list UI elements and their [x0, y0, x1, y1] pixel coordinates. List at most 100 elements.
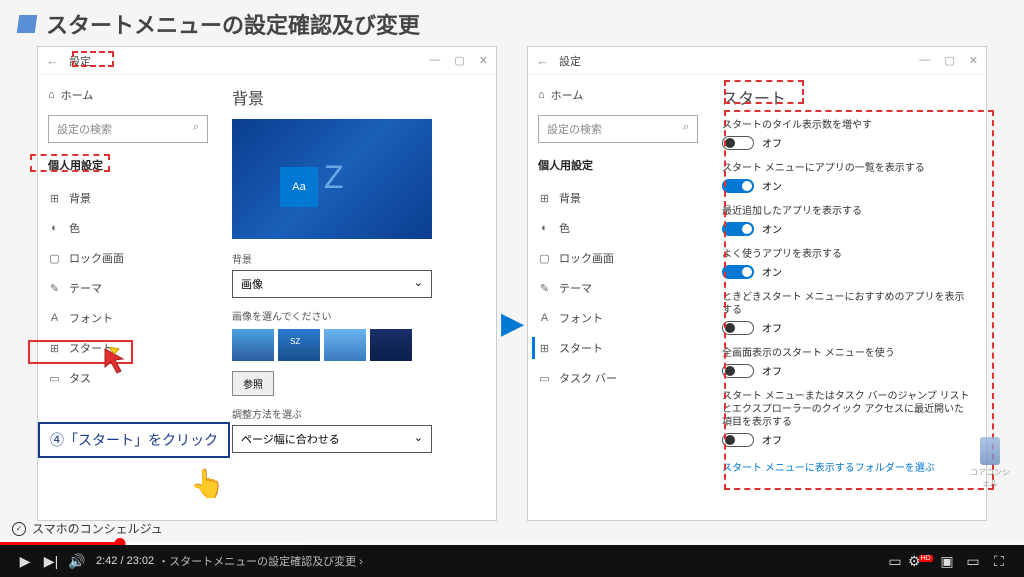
toggle-state: オフ — [762, 363, 782, 378]
window-title: 設定 — [69, 53, 429, 69]
adjust-dropdown[interactable]: ページ幅に合わせる ⌄ — [232, 425, 432, 453]
volume-button[interactable]: 🔊 — [64, 553, 90, 570]
thumb-2[interactable] — [278, 329, 320, 361]
home-button[interactable]: ⌂ ホーム — [48, 83, 208, 107]
sidebar-item-3[interactable]: ✎ テーマ — [48, 273, 208, 303]
sidebar-item-icon: ▢ — [48, 252, 61, 265]
sidebar-item-icon: ▭ — [538, 372, 551, 385]
next-button[interactable]: ▶| — [38, 553, 64, 570]
sidebar-item-4[interactable]: Aフォント — [48, 303, 208, 333]
bullet-icon — [17, 15, 38, 33]
sidebar-item-icon: ◐ — [48, 222, 61, 235]
sidebar-right: ⌂ ホーム 設定の検索 ⌕ 個人用設定 ⊞ 背景 ◐色▢ロック画面✎テーマAフォント… — [528, 75, 708, 520]
fullscreen-button[interactable]: ⛶ — [986, 553, 1012, 570]
sidebar-item-2[interactable]: ▢ ロック画面 — [48, 243, 208, 273]
toggle-label: ときどきスタート メニューにおすすめのアプリを表示する — [722, 291, 972, 317]
browse-button[interactable]: 参照 — [232, 371, 274, 396]
settings-button[interactable]: ⚙HD — [908, 553, 934, 570]
toggle-switch[interactable] — [722, 179, 754, 193]
thumb-1[interactable] — [232, 329, 274, 361]
search-placeholder: 設定の検索 — [547, 121, 602, 137]
sidebar-item-label: タス — [69, 370, 91, 386]
bg-dropdown[interactable]: 画像 ⌄ — [232, 270, 432, 298]
titlebar: ← 設定 —▢✕ — [528, 47, 986, 75]
image-thumbs[interactable] — [232, 329, 482, 361]
toggle-switch[interactable] — [722, 433, 754, 447]
sidebar-item-icon: ✎ — [48, 282, 61, 295]
sidebar-item-label: 色 — [559, 220, 570, 236]
toggle-switch[interactable] — [722, 265, 754, 279]
back-icon[interactable]: ← — [536, 53, 549, 68]
toggle-switch[interactable] — [722, 222, 754, 236]
dropdown-value: 画像 — [241, 276, 263, 292]
toggle-label: よく使うアプリを表示する — [722, 248, 972, 261]
background-preview: Aa Z — [232, 119, 432, 239]
toggle-label: 全画面表示のスタート メニューを使う — [722, 347, 972, 360]
preview-card: Aa — [280, 167, 318, 207]
sidebar-item-5[interactable]: ⊞スタート — [538, 333, 698, 363]
sidebar-item-6[interactable]: ▭ タスク バー — [538, 363, 698, 393]
adjust-label: 調整方法を選ぶ — [232, 406, 482, 421]
sidebar-item-0[interactable]: ⊞ 背景 — [538, 183, 698, 213]
home-icon: ⌂ — [538, 89, 545, 101]
toggle-switch[interactable] — [722, 364, 754, 378]
home-button[interactable]: ⌂ ホーム — [538, 83, 698, 107]
channel-logo-icon: ✓ — [12, 522, 26, 536]
sidebar-item-1[interactable]: ◐色 — [48, 213, 208, 243]
window-controls[interactable]: —▢✕ — [919, 54, 978, 67]
miniplayer-button[interactable]: ▣ — [934, 553, 960, 570]
window-controls[interactable]: —▢✕ — [429, 54, 488, 67]
sidebar-item-4[interactable]: Aフォント — [538, 303, 698, 333]
category-label: 個人用設定 — [48, 153, 208, 177]
chapter-title[interactable]: ・スタートメニューの設定確認及び変更 › — [158, 553, 363, 569]
play-button[interactable]: ▶ — [12, 553, 38, 570]
subtitles-button[interactable]: ▭ — [882, 553, 908, 570]
content-pane-background: 背景 Aa Z 背景 画像 ⌄ 画像を選んでください — [218, 75, 496, 520]
toggle-label: スタートのタイル表示数を増やす — [722, 119, 972, 132]
search-icon: ⌕ — [193, 121, 199, 137]
slide-header: スタートメニューの設定確認及び変更 — [18, 8, 1006, 40]
channel-overlay[interactable]: ✓ スマホのコンシェルジュ — [12, 520, 163, 537]
toggle-state: オフ — [762, 320, 782, 335]
search-input[interactable]: 設定の検索 ⌕ — [48, 115, 208, 143]
sidebar-item-icon: ⊞ — [48, 192, 61, 205]
toggle-state: オフ — [762, 432, 782, 447]
sidebar-item-label: タスク バー — [559, 370, 617, 386]
sidebar-item-label: フォント — [559, 310, 603, 326]
toggle-label: 最近追加したアプリを表示する — [722, 205, 972, 218]
sidebar-item-icon: ▭ — [48, 372, 61, 385]
folders-link[interactable]: スタート メニューに表示するフォルダーを選ぶ — [722, 459, 972, 474]
search-placeholder: 設定の検索 — [57, 121, 112, 137]
sidebar-item-label: テーマ — [69, 280, 102, 296]
toggle-switch[interactable] — [722, 136, 754, 150]
search-icon: ⌕ — [683, 121, 689, 137]
toggle-row-5: 全画面表示のスタート メニューを使うオフ — [722, 347, 972, 378]
sidebar-item-icon: ⊞ — [48, 342, 61, 355]
category-label: 個人用設定 — [538, 153, 698, 177]
sidebar-item-0[interactable]: ⊞背景 — [48, 183, 208, 213]
sidebar-item-label: スタート — [559, 340, 603, 356]
back-icon[interactable]: ← — [46, 53, 59, 68]
search-input[interactable]: 設定の検索 ⌕ — [538, 115, 698, 143]
toggle-row-4: ときどきスタート メニューにおすすめのアプリを表示するオフ — [722, 291, 972, 335]
choose-label: 画像を選んでください — [232, 308, 482, 323]
sidebar-item-2[interactable]: ▢ロック画面 — [538, 243, 698, 273]
thumb-3[interactable] — [324, 329, 366, 361]
sidebar-item-3[interactable]: ✎テーマ — [538, 273, 698, 303]
sidebar-item-label: ロック画面 — [559, 250, 614, 266]
sidebar-item-label: ロック画面 — [69, 250, 124, 266]
callout-text: ④「スタート」をクリック — [50, 432, 218, 448]
chevron-down-icon: ⌄ — [414, 431, 423, 447]
thumb-4[interactable] — [370, 329, 412, 361]
pane-title: 背景 — [232, 85, 482, 109]
theater-button[interactable]: ▭ — [960, 553, 986, 570]
home-label: ホーム — [551, 87, 584, 103]
chevron-down-icon: ⌄ — [414, 276, 423, 292]
content-pane-start: スタート スタートのタイル表示数を増やすオフスタート メニューにアプリの一覧を表… — [708, 75, 986, 520]
sidebar-item-icon: ⊞ — [538, 192, 551, 205]
toggle-switch[interactable] — [722, 321, 754, 335]
toggle-row-1: スタート メニューにアプリの一覧を表示するオン — [722, 162, 972, 193]
callout-box: ④「スタート」をクリック — [38, 422, 230, 458]
sidebar-item-1[interactable]: ◐色 — [538, 213, 698, 243]
sidebar-item-label: 背景 — [559, 190, 581, 206]
